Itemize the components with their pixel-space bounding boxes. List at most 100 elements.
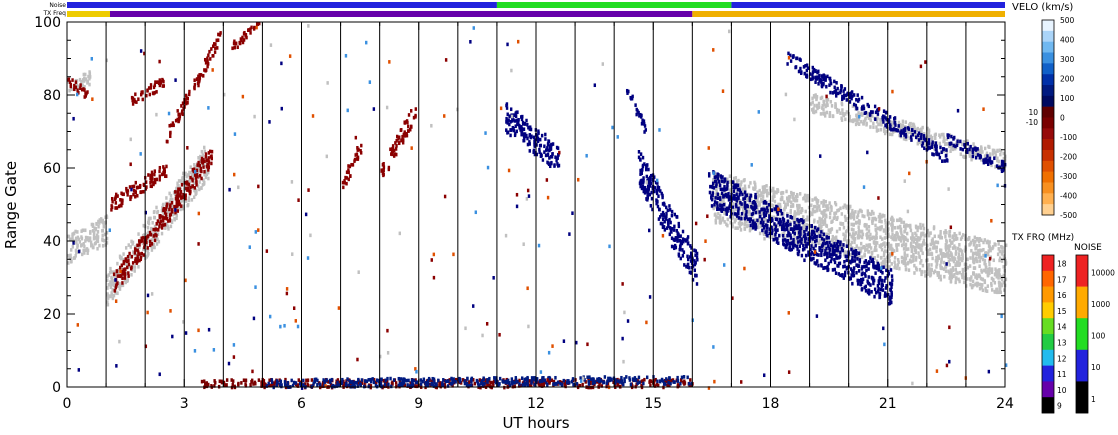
data-cell [893,265,896,270]
data-cell [873,216,877,221]
data-cell [122,252,125,256]
data-cell [843,87,847,91]
data-cell [641,155,645,160]
data-cell [751,220,754,225]
data-cell [73,87,76,92]
data-cell [546,146,549,151]
data-cell [533,138,536,143]
data-cell [728,197,731,201]
data-cell [357,380,360,385]
data-cell [515,118,519,123]
data-cell [529,127,533,132]
data-cell [162,165,165,169]
data-cell [971,285,974,289]
data-cell [997,242,1000,246]
data-cell [745,193,749,198]
data-cell [732,196,735,201]
data-cell [492,383,495,388]
data-cell [911,132,914,137]
data-cell [833,252,836,257]
data-cell [891,278,894,282]
data-cell [879,216,882,220]
data-cell [954,237,957,241]
data-cell [647,185,650,189]
data-cell [770,203,773,207]
data-cell [890,300,893,305]
data-cell [817,101,821,106]
data-cell [956,246,960,251]
data-cell [639,184,642,189]
data-cell [668,217,671,222]
data-cell [782,218,785,222]
data-cell [537,129,540,134]
data-cell [158,215,162,219]
data-cell [505,128,508,132]
data-cell [966,139,969,144]
data-cell [980,248,983,253]
data-cell [890,235,893,239]
data-cell [926,230,929,235]
data-cell [515,129,518,134]
data-cell [218,33,222,37]
data-cell [749,226,753,231]
data-cell [734,176,738,180]
data-cell [1001,168,1005,173]
data-cell [148,92,152,97]
data-cell [197,83,200,88]
data-cell [969,282,972,287]
data-cell [169,203,172,207]
data-cell [145,255,149,259]
data-cell [913,130,917,134]
data-cell [117,284,121,288]
data-cell [147,218,150,223]
data-cell [869,246,873,250]
data-cell [386,379,389,384]
data-cell [109,294,112,299]
data-cell [936,258,939,262]
data-cell [833,242,836,246]
data-cell [795,192,799,197]
data-cell [123,272,127,276]
data-cell [659,189,662,193]
data-cell [168,123,171,128]
data-cell [813,197,817,201]
data-cell [948,270,951,275]
data-cell [680,239,683,244]
data-cell [268,378,271,383]
data-cell [736,226,739,230]
data-cell [739,215,743,219]
data-cell [756,203,760,208]
data-cell [975,281,978,286]
data-cell [563,382,566,387]
data-cell [728,204,731,209]
data-cell [800,237,803,241]
data-cell [519,128,522,132]
data-cell [900,218,903,222]
data-cell [717,179,721,184]
data-cell [717,211,720,216]
data-cell [945,137,949,141]
data-cell [715,201,719,205]
data-cell [743,184,747,189]
data-cell [644,128,647,132]
data-cell [928,146,932,150]
data-cell [691,278,695,282]
data-cell [813,103,816,108]
data-cell [958,247,961,252]
data-cell [809,257,813,262]
data-cell [127,274,130,278]
data-cell [845,244,849,249]
data-cell [823,217,827,222]
data-cell [825,101,829,106]
data-cell [807,205,811,210]
data-cell [171,204,174,209]
data-cell [923,242,926,246]
data-cell [822,202,826,206]
data-cell [96,246,99,251]
data-cell [950,274,953,279]
data-cell [720,198,724,202]
data-cell [139,255,143,260]
data-cell [911,234,914,239]
data-cell [969,148,973,153]
data-cell [942,139,945,144]
